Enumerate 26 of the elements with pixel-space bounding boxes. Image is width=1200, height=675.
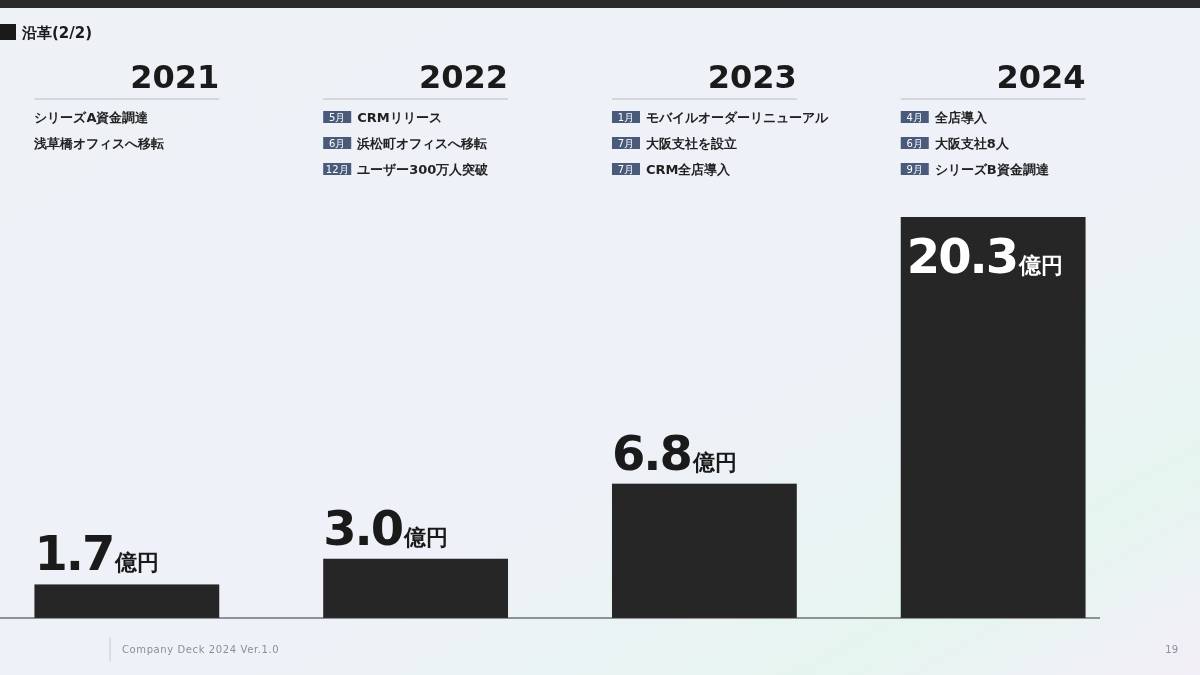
text: シリーズA資金調達 (34, 109, 150, 125)
x-tick-label: 2023 (707, 58, 797, 96)
text: 9月 シリーズB資金調達 (906, 161, 1050, 177)
text: 7月 CRM全店導入 (617, 161, 732, 177)
text: 19 (1165, 644, 1178, 655)
text: 4月 全店導入 (906, 109, 988, 125)
text: 6月 大阪支社8人 (906, 135, 1010, 151)
bar (611, 483, 797, 618)
data-label: 20.3億円 (906, 228, 1064, 284)
x-tick-label: 2022 (418, 58, 509, 96)
chart-title: 沿革(2/2) (21, 24, 93, 42)
text: 浅草橋オフィスへ移転 (33, 135, 165, 151)
bar (900, 217, 1086, 618)
text: 7月 大阪支社を設立 (617, 135, 737, 151)
x-tick-label: 2024 (996, 58, 1086, 96)
data-label: 6.8億円 (611, 424, 738, 481)
bar (323, 558, 509, 618)
x-tick-label: 2021 (130, 58, 220, 96)
bar (34, 584, 220, 618)
text: 5月 CRMリリース (329, 109, 442, 125)
text: Company Deck 2024 Ver.1.0 (122, 644, 280, 655)
text: 1月 モバイルオーダーリニューアル (617, 109, 829, 125)
data-label: 3.0億円 (323, 499, 449, 556)
data-label: 1.7億円 (34, 525, 160, 582)
text: 12月 ユーザー300万人突破 (325, 161, 490, 177)
text: 6月 浜松町オフィスへ移転 (329, 135, 488, 151)
